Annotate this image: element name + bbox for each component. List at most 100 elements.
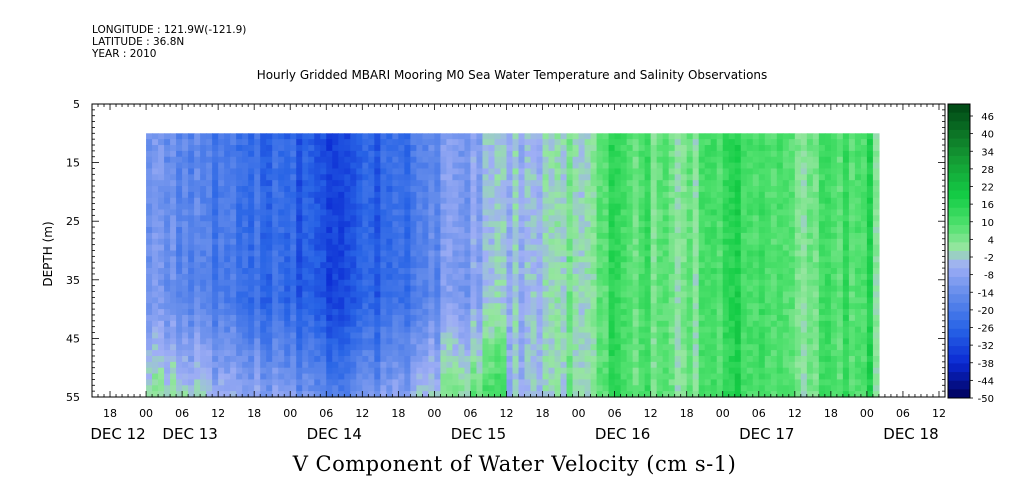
heatmap-cell xyxy=(728,238,736,246)
heatmap-cell xyxy=(554,186,562,193)
heatmap-cell xyxy=(236,221,243,228)
heatmap-cell xyxy=(758,268,766,275)
heatmap-cell xyxy=(470,227,478,234)
heatmap-cell xyxy=(332,285,339,293)
heatmap-cell xyxy=(158,180,165,187)
heatmap-cell xyxy=(482,191,490,199)
heatmap-cell xyxy=(272,221,279,228)
heatmap-cell xyxy=(554,139,562,146)
heatmap-cell xyxy=(152,150,159,158)
heatmap-cell xyxy=(470,355,478,363)
heatmap-cell xyxy=(344,355,351,363)
heatmap-cell xyxy=(260,215,267,222)
heatmap-cell xyxy=(266,162,273,170)
heatmap-cell xyxy=(710,186,718,193)
heatmap-cell xyxy=(374,273,381,281)
heatmap-cell xyxy=(296,373,303,381)
heatmap-cell xyxy=(770,191,778,199)
heatmap-cell xyxy=(542,350,550,357)
heatmap-cell xyxy=(416,256,423,263)
heatmap-cell xyxy=(632,320,640,328)
heatmap-cell xyxy=(734,344,742,351)
heatmap-cell xyxy=(182,391,189,398)
heatmap-cell xyxy=(716,168,724,175)
heatmap-cell xyxy=(620,361,628,369)
heatmap-cell xyxy=(518,215,526,222)
heatmap-cell xyxy=(638,238,646,246)
heatmap-cell xyxy=(326,373,333,381)
heatmap-cell xyxy=(188,320,195,328)
heatmap-cell xyxy=(200,180,207,187)
heatmap-cell xyxy=(686,314,694,322)
heatmap-cell xyxy=(266,344,273,351)
heatmap-cell xyxy=(524,203,532,211)
heatmap-cell xyxy=(782,191,790,199)
heatmap-cell xyxy=(446,168,454,175)
heatmap-cell xyxy=(752,221,760,228)
heatmap-cell xyxy=(608,203,616,211)
heatmap-cell xyxy=(158,174,165,181)
heatmap-cell xyxy=(176,203,183,211)
heatmap-cell xyxy=(344,156,351,164)
heatmap-cell xyxy=(782,350,790,357)
heatmap-cell xyxy=(206,361,213,369)
heatmap-cell xyxy=(626,268,634,275)
heatmap-cell xyxy=(560,355,568,363)
heatmap-cell xyxy=(686,309,694,316)
heatmap-cell xyxy=(776,379,784,386)
heatmap-cell xyxy=(752,227,760,234)
heatmap-cell xyxy=(224,367,231,375)
heatmap-cell xyxy=(296,232,303,240)
heatmap-cell xyxy=(242,244,249,252)
heatmap-cell xyxy=(458,355,466,363)
heatmap-cell xyxy=(782,244,790,252)
heatmap-cell xyxy=(548,291,556,298)
heatmap-cell xyxy=(488,156,496,164)
heatmap-cell xyxy=(476,279,484,287)
heatmap-cell xyxy=(578,285,586,293)
heatmap-cell xyxy=(758,297,766,304)
heatmap-cell xyxy=(446,221,454,228)
heatmap-cell xyxy=(674,355,682,363)
heatmap-cell xyxy=(230,309,237,316)
heatmap-cell xyxy=(272,326,279,334)
heatmap-cell xyxy=(182,250,189,257)
heatmap-cell xyxy=(758,256,766,263)
heatmap-cell xyxy=(722,344,730,351)
heatmap-cell xyxy=(218,139,225,146)
heatmap-cell xyxy=(590,273,598,281)
heatmap-cell xyxy=(758,168,766,175)
heatmap-cell xyxy=(560,373,568,381)
heatmap-cell xyxy=(638,344,646,351)
heatmap-cell xyxy=(746,379,754,386)
heatmap-cell xyxy=(698,309,706,316)
heatmap-cell xyxy=(206,186,213,193)
heatmap-cell xyxy=(314,186,321,193)
heatmap-cell xyxy=(518,303,526,310)
heatmap-cell xyxy=(362,355,369,363)
heatmap-cell xyxy=(248,203,255,211)
heatmap-cell xyxy=(704,320,712,328)
heatmap-cell xyxy=(470,156,478,164)
heatmap-cell xyxy=(698,279,706,287)
heatmap-cell xyxy=(344,197,351,205)
heatmap-cell xyxy=(218,314,225,322)
heatmap-cell xyxy=(308,215,315,222)
heatmap-cell xyxy=(380,279,387,287)
heatmap-cell xyxy=(728,338,736,345)
heatmap-cell xyxy=(356,326,363,334)
heatmap-cell xyxy=(146,221,153,228)
heatmap-cell xyxy=(668,285,676,293)
heatmap-cell xyxy=(182,285,189,293)
heatmap-cell xyxy=(758,379,766,386)
heatmap-cell xyxy=(536,244,544,252)
heatmap-cell xyxy=(764,379,772,386)
heatmap-cell xyxy=(224,244,231,252)
heatmap-cell xyxy=(404,227,411,234)
heatmap-cell xyxy=(398,367,405,375)
heatmap-cell xyxy=(182,273,189,281)
heatmap-cell xyxy=(506,150,514,158)
heatmap-cell xyxy=(674,285,682,293)
heatmap-cell xyxy=(764,355,772,363)
heatmap-cell xyxy=(650,197,658,205)
